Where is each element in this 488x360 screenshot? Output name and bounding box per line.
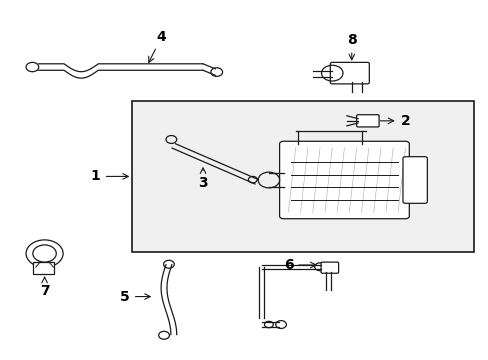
FancyBboxPatch shape [33, 262, 54, 274]
FancyBboxPatch shape [356, 115, 378, 127]
Text: 4: 4 [148, 30, 166, 62]
FancyBboxPatch shape [321, 262, 338, 273]
Text: 7: 7 [40, 277, 49, 298]
Bar [132, 101, 473, 252]
FancyBboxPatch shape [330, 62, 368, 84]
Text: 6: 6 [283, 258, 315, 272]
Text: 3: 3 [198, 168, 207, 190]
Text: 8: 8 [346, 33, 356, 60]
Text: 5: 5 [120, 289, 150, 303]
Text: 2: 2 [380, 114, 409, 128]
Text: 1: 1 [91, 170, 128, 183]
FancyBboxPatch shape [279, 141, 408, 219]
FancyBboxPatch shape [402, 157, 427, 203]
